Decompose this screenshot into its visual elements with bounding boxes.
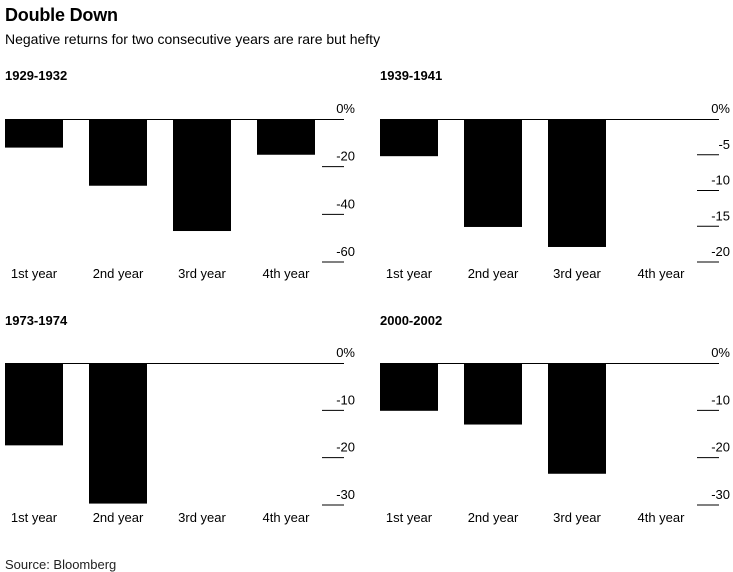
- y-tick-label: -40: [336, 196, 355, 211]
- chart-title: Double Down: [5, 5, 118, 25]
- bar: [464, 363, 522, 425]
- bar: [89, 363, 147, 504]
- panel-title: 1973-1974: [5, 313, 68, 328]
- y-tick-label: -20: [336, 149, 355, 164]
- panel-title: 1929-1932: [5, 68, 67, 83]
- x-category-label: 2nd year: [468, 266, 519, 281]
- bar: [380, 119, 438, 157]
- panel-title: 2000-2002: [380, 313, 442, 328]
- x-category-label: 3rd year: [178, 266, 226, 281]
- x-category-label: 4th year: [638, 510, 686, 525]
- bar: [464, 119, 522, 227]
- chart-subtitle: Negative returns for two consecutive yea…: [5, 31, 381, 47]
- y-tick-label: -20: [711, 440, 730, 455]
- y-tick-label: -60: [336, 244, 355, 259]
- y-tick-label: 0%: [336, 101, 355, 116]
- y-tick-label: -20: [336, 440, 355, 455]
- y-tick-label: -10: [336, 392, 355, 407]
- bar: [548, 363, 606, 474]
- y-tick-label: 0%: [711, 101, 730, 116]
- y-tick-label: 0%: [711, 345, 730, 360]
- y-tick-label: -5: [718, 137, 730, 152]
- x-category-label: 2nd year: [93, 510, 144, 525]
- x-category-label: 3rd year: [553, 266, 601, 281]
- x-category-label: 1st year: [386, 266, 433, 281]
- y-tick-label: -20: [711, 244, 730, 259]
- source-note: Source: Bloomberg: [5, 557, 117, 572]
- bar: [257, 119, 315, 155]
- x-category-label: 4th year: [638, 266, 686, 281]
- x-category-label: 2nd year: [468, 510, 519, 525]
- x-category-label: 3rd year: [178, 510, 226, 525]
- x-category-label: 2nd year: [93, 266, 144, 281]
- x-category-label: 3rd year: [553, 510, 601, 525]
- bar: [548, 119, 606, 247]
- x-category-label: 1st year: [386, 510, 433, 525]
- bar: [5, 119, 63, 148]
- panel-title: 1939-1941: [380, 68, 442, 83]
- y-tick-label: 0%: [336, 345, 355, 360]
- bar: [89, 119, 147, 186]
- x-category-label: 4th year: [263, 510, 311, 525]
- y-tick-label: -10: [711, 392, 730, 407]
- x-category-label: 1st year: [11, 510, 58, 525]
- x-category-label: 1st year: [11, 266, 58, 281]
- y-tick-label: -30: [711, 487, 730, 502]
- y-tick-label: -10: [711, 173, 730, 188]
- bar: [173, 119, 231, 232]
- y-tick-label: -30: [336, 487, 355, 502]
- bar: [5, 363, 63, 446]
- y-tick-label: -15: [711, 208, 730, 223]
- x-category-label: 4th year: [263, 266, 311, 281]
- bar: [380, 363, 438, 411]
